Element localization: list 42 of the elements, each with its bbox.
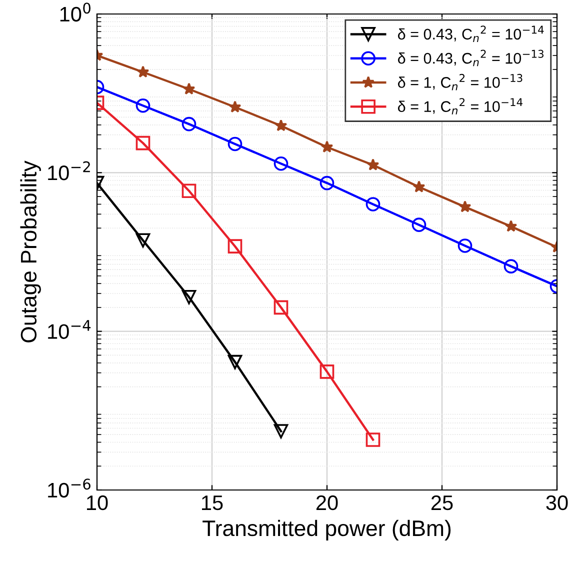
- point: [274, 300, 288, 315]
- point: [228, 136, 242, 152]
- point: [182, 290, 196, 304]
- point: [182, 82, 196, 95]
- point: [274, 156, 288, 171]
- point: [320, 140, 334, 153]
- x-axis-title: Transmitted power (dBm): [202, 520, 451, 541]
- y-tick-label: 10$^{−4}$: [48, 320, 91, 339]
- point: [504, 259, 518, 274]
- point: [366, 432, 380, 447]
- x-tick-label: 20: [316, 495, 338, 510]
- point: [366, 197, 380, 212]
- point: [320, 364, 334, 379]
- point: [412, 218, 426, 232]
- x-tick-label: 15: [202, 496, 223, 510]
- legend-label: δ = 0.43, C$_{n}$$^{2}$ = 10$^{−14}$: [398, 26, 544, 42]
- legend-label: δ = 0.43, C$_{n}$$^{2}$ = 10$^{−13}$: [398, 50, 544, 66]
- legend-label: δ = 1, C$_{n}$$^{2}$ = 10$^{−14}$: [398, 98, 523, 114]
- y-axis-title: Outage Probability: [20, 160, 41, 342]
- point: [136, 98, 150, 113]
- legend-label: δ = 1, C$_{n}$$^{2}$ = 10$^{−13}$: [398, 74, 522, 90]
- point: [136, 66, 150, 78]
- point: [320, 176, 334, 190]
- x-tick-label: 10: [87, 495, 108, 510]
- y-tick-label: 10$^{−2}$: [48, 161, 90, 180]
- point: [274, 424, 288, 438]
- point: [366, 158, 380, 170]
- point: [136, 233, 150, 248]
- point: [228, 100, 242, 113]
- point: [458, 200, 472, 212]
- point: [182, 184, 196, 198]
- x-tick-label: 25: [431, 495, 453, 510]
- point: [274, 119, 288, 132]
- point: [182, 116, 196, 132]
- point: [228, 354, 242, 370]
- point: [228, 239, 242, 254]
- point: [458, 238, 472, 253]
- point: [412, 180, 426, 192]
- point: [136, 136, 150, 150]
- point: [504, 220, 518, 232]
- y-tick-label: 10$^{0}$: [60, 2, 90, 22]
- x-tick-label: 30: [546, 495, 568, 510]
